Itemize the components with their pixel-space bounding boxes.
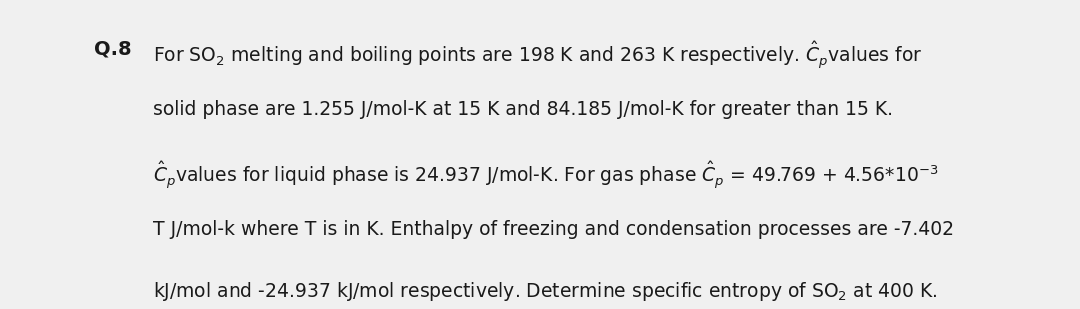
Text: solid phase are 1.255 J/mol-K at 15 K and 84.185 J/mol-K for greater than 15 K.: solid phase are 1.255 J/mol-K at 15 K an… [153,100,893,119]
Text: For SO$_2$ melting and boiling points are 198 K and 263 K respectively. $\hat{C}: For SO$_2$ melting and boiling points ar… [153,40,922,71]
Text: Q.8: Q.8 [94,40,132,59]
Text: T J/mol-k where T is in K. Enthalpy of freezing and condensation processes are -: T J/mol-k where T is in K. Enthalpy of f… [153,220,954,239]
Text: kJ/mol and -24.937 kJ/mol respectively. Determine specific entropy of SO$_2$ at : kJ/mol and -24.937 kJ/mol respectively. … [153,280,937,303]
Text: $\hat{C}_p$values for liquid phase is 24.937 J/mol-K. For gas phase $\hat{C}_p$ : $\hat{C}_p$values for liquid phase is 24… [153,160,939,191]
